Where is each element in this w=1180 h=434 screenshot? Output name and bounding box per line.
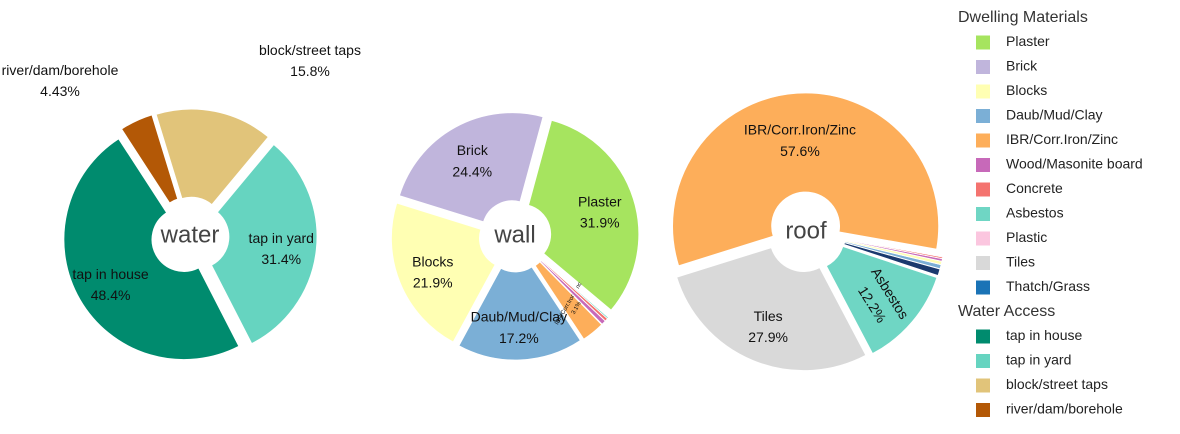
- legend-swatch: [976, 256, 990, 270]
- slice-name: tap in yard: [249, 230, 314, 246]
- slice-name: block/street taps: [259, 42, 361, 58]
- legend-title: Dwelling Materials: [958, 9, 1088, 26]
- legend-title: Water Access: [958, 303, 1055, 320]
- pie-slice: [534, 261, 603, 340]
- slice-value: 15.8%: [290, 63, 330, 79]
- slice-value: 57.6%: [780, 143, 820, 159]
- slice-label: Daub/Mud/Clay 17.2%: [471, 309, 568, 346]
- pie-slice: [541, 258, 611, 317]
- legend-swatch: [976, 354, 990, 368]
- slice-label: tap in house 48.4%: [72, 266, 148, 303]
- pie-slice: [458, 266, 581, 361]
- slice-name: IBR/Corr.Iron/Zinc: [744, 122, 856, 138]
- legend-item: Daub/Mud/Clay: [1006, 107, 1103, 123]
- slice-name: Blocks: [412, 253, 453, 269]
- legend-swatch: [976, 329, 990, 344]
- legend-item: IBR/Corr.Iron/Zinc: [1006, 131, 1118, 147]
- legend-item: tap in house: [1006, 327, 1082, 343]
- slice-label: Tiles 27.9%: [748, 308, 788, 345]
- slice-label: Blocks 21.9%: [412, 253, 453, 290]
- legend-item: river/dam/borehole: [1006, 401, 1123, 417]
- slice-value: 4.43%: [40, 83, 80, 99]
- pie-slice: [528, 119, 640, 311]
- slice-name: Brick: [457, 142, 489, 158]
- legend-item: Plaster: [1006, 33, 1050, 49]
- slice-label: Brick 24.4%: [452, 142, 492, 179]
- legend-swatch: [976, 158, 990, 172]
- slice-name: Plaster: [578, 193, 622, 209]
- slice-value: 31.4%: [261, 251, 301, 267]
- legend-item: Blocks: [1006, 82, 1047, 98]
- legend-swatch: [976, 231, 990, 246]
- slice-name: tap in house: [72, 266, 148, 282]
- slice-label: IBR/Corr.Iron/Zinc 57.6%: [744, 122, 856, 159]
- slice-value: 27.9%: [748, 329, 788, 345]
- slice-value: 48.4%: [91, 287, 131, 303]
- legend-item: Asbestos: [1006, 205, 1064, 221]
- legend-item: Thatch/Grass: [1006, 278, 1090, 294]
- slice-value: 31.9%: [580, 215, 620, 231]
- legend-item: Plastic: [1006, 229, 1047, 245]
- pie-title: roof: [785, 217, 827, 244]
- slice-label: river/dam/borehole 4.43%: [2, 62, 119, 99]
- legend-swatch: [976, 207, 990, 221]
- legend-swatch: [976, 35, 990, 50]
- legend-item: Tiles: [1006, 254, 1035, 270]
- legend-swatch: [976, 182, 990, 197]
- slice-name: Daub/Mud/Clay: [471, 309, 568, 325]
- pie-title: water: [160, 221, 220, 248]
- pie-slice: [844, 238, 944, 258]
- legend-item: tap in yard: [1006, 352, 1071, 368]
- legend-swatch: [976, 109, 990, 123]
- legend-swatch: [976, 60, 990, 74]
- slice-value: 24.4%: [452, 163, 492, 179]
- pie-slice: [121, 114, 179, 204]
- slice-name: Tiles: [754, 308, 783, 324]
- pie-slice: [63, 138, 240, 360]
- legend-swatch: [976, 280, 990, 295]
- legend-swatch: [976, 403, 990, 417]
- slice-name: river/dam/borehole: [2, 62, 119, 78]
- pie-title: wall: [493, 221, 535, 248]
- slice-value: 17.2%: [499, 330, 539, 346]
- legend-swatch: [976, 378, 990, 393]
- slice-label: block/street taps 15.8%: [259, 42, 361, 79]
- legend-item: Brick: [1006, 58, 1038, 74]
- pie-slice: [211, 144, 318, 345]
- pie-slice: [676, 247, 867, 371]
- legend-item: Wood/Masonite board: [1006, 156, 1143, 172]
- pie-slice: [672, 92, 939, 267]
- legend-swatch: [976, 133, 990, 148]
- slice-value: 21.9%: [413, 275, 453, 291]
- pie-slice: [391, 202, 496, 343]
- pie-slice: [825, 246, 938, 355]
- pie-slice: [398, 112, 544, 223]
- legend-swatch: [976, 84, 990, 99]
- legend-item: Concrete: [1006, 180, 1063, 196]
- pie-slice: [155, 108, 269, 206]
- legend-item: block/street taps: [1006, 376, 1108, 392]
- slice-label: Plaster 31.9%: [578, 193, 622, 230]
- slice-label: tap in yard 31.4%: [249, 230, 314, 267]
